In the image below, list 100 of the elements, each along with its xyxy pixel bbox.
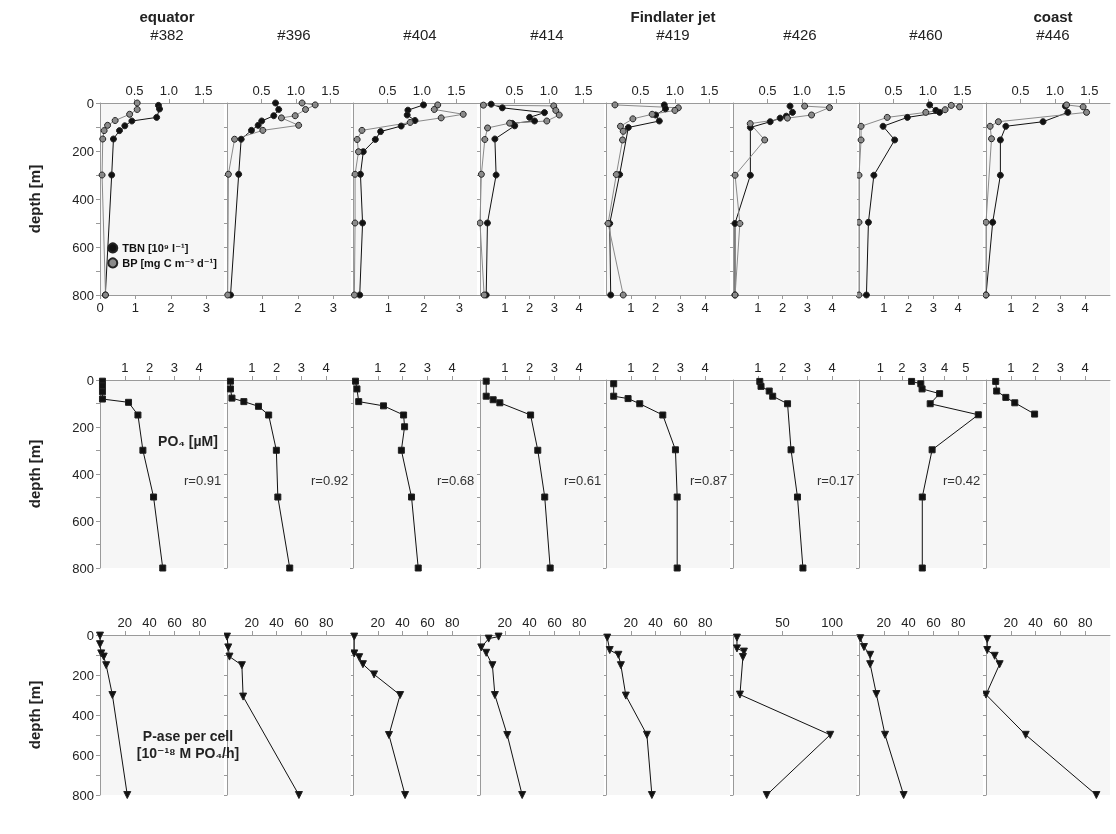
x-tick-label: 40: [268, 615, 284, 630]
x-tick-label: 2: [1031, 360, 1039, 375]
y-tick-label: 0: [86, 627, 94, 643]
x-tick-label: 80: [191, 615, 207, 630]
x2-tick-label: 1.0: [539, 83, 558, 98]
x2-tick-label: 0.5: [504, 83, 523, 98]
x2-tick-label: 0.5: [1010, 83, 1029, 98]
x-tick-label: 80: [1077, 615, 1092, 630]
x-tick-label: 2: [398, 360, 407, 375]
y-tick-label: 0: [86, 95, 94, 111]
x2-tick-label: 0.5: [378, 83, 397, 98]
x2-tick-label: 1.5: [953, 83, 972, 98]
chart-title: #414: [529, 26, 564, 43]
x-tick-label: 3: [550, 360, 558, 375]
y-tick-label: 800: [72, 560, 94, 576]
x2-tick-label: 1.0: [286, 83, 305, 98]
x-tick-label: 80: [571, 615, 586, 630]
x-tick-label: 1: [1006, 360, 1014, 375]
x-tick-label: 0: [96, 300, 104, 315]
x2-tick-label: 1.0: [412, 83, 431, 98]
x-tick-label: 3: [803, 360, 811, 375]
x2-tick-label: 1.0: [918, 83, 937, 98]
annotation: r=0.68: [437, 473, 475, 488]
x-tick-label: 80: [950, 615, 966, 630]
x-tick-label: 40: [648, 615, 663, 630]
chart-title: #460: [909, 26, 943, 43]
x-tick-label: 20: [623, 615, 639, 630]
y-tick-label: 600: [72, 513, 94, 529]
x-tick-label: 2: [272, 360, 280, 375]
x-tick-label: 4: [1081, 300, 1089, 315]
x-tick-label: 40: [395, 615, 410, 630]
x-tick-label: 2: [167, 300, 175, 315]
x-tick-label: 20: [370, 615, 386, 630]
x-tick-label: 2: [898, 360, 906, 375]
x-tick-label: 40: [521, 615, 537, 630]
x-tick-label: 4: [575, 360, 583, 375]
x-tick-label: 20: [1003, 615, 1018, 630]
x-tick-label: 4: [448, 360, 456, 375]
x2-tick-label: 0.5: [884, 83, 903, 98]
x2-tick-label: 1.0: [159, 83, 178, 98]
x-axis-title: PO₄ [µM]: [157, 432, 219, 450]
x-tick-label: 20: [244, 615, 259, 630]
annotation: r=0.17: [816, 473, 854, 488]
x-tick-label: 2: [651, 300, 660, 315]
x-tick-label: 2: [525, 300, 533, 315]
x-axis-title: P-ase per cell [10⁻¹⁸ M PO₄/h]: [135, 727, 241, 762]
x2-tick-label: 1.0: [665, 83, 684, 98]
x-tick-label: 3: [803, 300, 811, 315]
y-tick-label: 600: [72, 239, 94, 255]
y-tick-label: 200: [72, 143, 94, 159]
x-tick-label: 1: [627, 360, 635, 375]
x-tick-label: 3: [676, 360, 685, 375]
x2-tick-label: 1.5: [320, 83, 339, 98]
chart-title: #419: [656, 26, 690, 43]
x-tick-label: 4: [828, 300, 836, 315]
x-tick-label: 1: [384, 300, 393, 315]
y-axis-title: depth [m]: [26, 164, 43, 234]
x-tick-label: 50: [774, 615, 790, 630]
x-tick-label: 1: [374, 360, 382, 375]
annotation: r=0.61: [563, 473, 601, 488]
x-tick-label: 20: [117, 615, 133, 630]
x2-tick-label: 1.0: [792, 83, 811, 98]
x-tick-label: 4: [701, 300, 709, 315]
annotation: r=0.42: [943, 473, 981, 488]
x-tick-label: 2: [420, 300, 428, 315]
chart-title: #446: [1035, 26, 1070, 43]
x-tick-label: 40: [142, 615, 157, 630]
chart-title: #404: [403, 26, 437, 43]
x2-tick-label: 1.5: [700, 83, 719, 98]
x-tick-label: 2: [1031, 300, 1039, 315]
annotation: r=0.91: [184, 473, 222, 488]
y-tick-label: 400: [72, 466, 94, 482]
x-tick-label: 2: [525, 360, 533, 375]
x-tick-label: 1: [1006, 300, 1014, 315]
x-tick-label: 3: [329, 300, 337, 315]
x-tick-label: 40: [901, 615, 916, 630]
legend-label: BP [mg C m⁻³ d⁻¹]: [122, 256, 218, 269]
y-axis-title: depth [m]: [26, 680, 43, 750]
x-tick-label: 60: [167, 615, 182, 630]
y-tick-label: 800: [72, 287, 94, 303]
x-tick-label: 3: [170, 360, 179, 375]
x2-tick-label: 1.5: [1079, 83, 1098, 98]
x-tick-label: 4: [195, 360, 203, 375]
x-tick-label: 4: [940, 360, 949, 375]
x-tick-label: 3: [550, 300, 558, 315]
x-tick-label: 40: [1027, 615, 1043, 630]
x-tick-label: 4: [575, 300, 583, 315]
x2-tick-label: 0.5: [757, 83, 776, 98]
x-tick-label: 2: [778, 300, 786, 315]
y-tick-label: 400: [72, 191, 94, 207]
x2-tick-label: 1.0: [1045, 83, 1064, 98]
x2-tick-label: 0.5: [251, 83, 270, 98]
y-tick-label: 0: [86, 372, 94, 388]
x-tick-label: 1: [500, 360, 508, 375]
x2-tick-label: 1.5: [447, 83, 466, 98]
x-tick-label: 2: [778, 360, 786, 375]
x-tick-label: 3: [1056, 300, 1064, 315]
chart-title: #426: [782, 26, 817, 43]
x-tick-label: 1: [753, 300, 761, 315]
x-tick-label: 80: [697, 615, 713, 630]
